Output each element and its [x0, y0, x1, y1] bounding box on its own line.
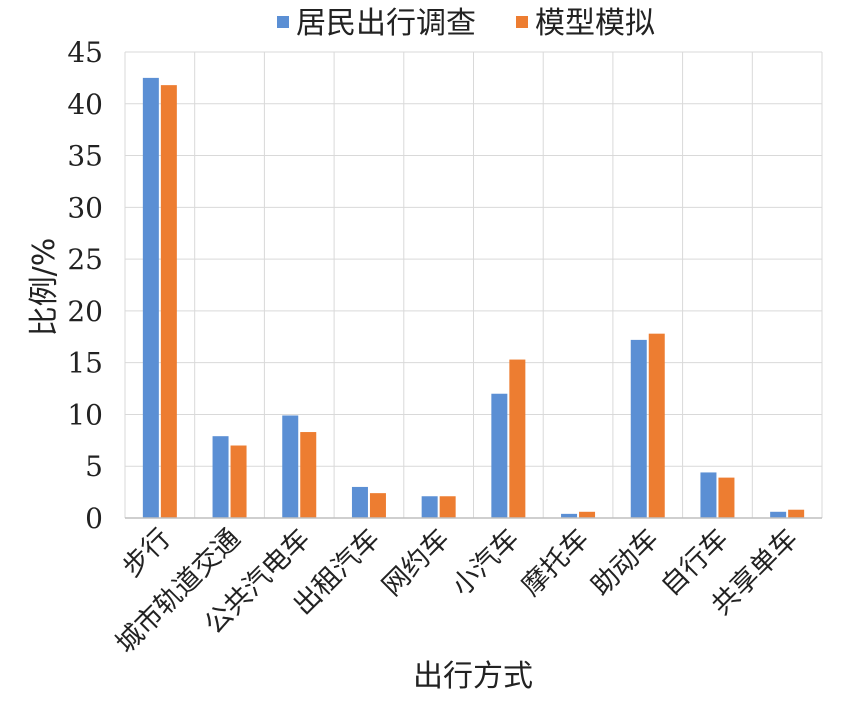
bar-model: [788, 509, 805, 518]
bar-survey: [770, 511, 787, 518]
bar-survey: [351, 486, 368, 518]
bar-model: [369, 493, 386, 518]
bar-survey: [421, 496, 438, 518]
y-tick-label: 35: [67, 140, 103, 173]
y-tick-label: 0: [85, 502, 103, 535]
y-tick-label: 5: [85, 450, 103, 483]
bar-model: [300, 432, 317, 518]
y-tick-label: 45: [67, 36, 103, 69]
bar-model: [648, 333, 665, 518]
gridlines: [124, 51, 823, 518]
y-tick-label: 30: [67, 191, 103, 224]
bar-survey: [630, 339, 647, 518]
bar-model: [579, 511, 596, 518]
x-tick-label: 网约车: [376, 523, 455, 602]
bars: [142, 77, 805, 518]
y-tick-label: 40: [67, 88, 103, 121]
bar-model: [230, 445, 247, 518]
y-axis-title: 比例/%: [27, 238, 62, 337]
legend-label-survey: 居民出行调查: [296, 6, 476, 41]
legend-swatch-model: [516, 16, 528, 28]
x-axis-title: 出行方式: [413, 659, 533, 694]
x-tick-label: 摩托车: [516, 523, 595, 602]
bar-model: [439, 496, 456, 518]
bar-survey: [491, 393, 508, 518]
x-tick-label: 助动车: [586, 523, 665, 602]
x-tick-label: 步行: [117, 523, 177, 583]
y-tick-label: 20: [67, 295, 103, 328]
legend-label-model: 模型模拟: [535, 6, 655, 41]
legend: 居民出行调查 模型模拟: [277, 6, 655, 41]
y-tick-label: 10: [67, 398, 103, 431]
bar-survey: [142, 77, 159, 518]
y-tick-label: 15: [67, 347, 103, 380]
bar-survey: [282, 415, 299, 518]
y-tick-label: 25: [67, 243, 103, 276]
axes: 051015202530354045步行城市轨道交通公共汽电车出租汽车网约车小汽…: [67, 36, 822, 660]
bar-model: [718, 477, 735, 518]
x-tick-label: 小汽车: [446, 523, 525, 602]
bar-survey: [561, 513, 578, 518]
legend-swatch-survey: [277, 16, 289, 28]
bar-survey: [700, 472, 717, 518]
bar-survey: [212, 436, 229, 518]
bar-model: [160, 85, 177, 518]
bar-model: [509, 359, 526, 518]
